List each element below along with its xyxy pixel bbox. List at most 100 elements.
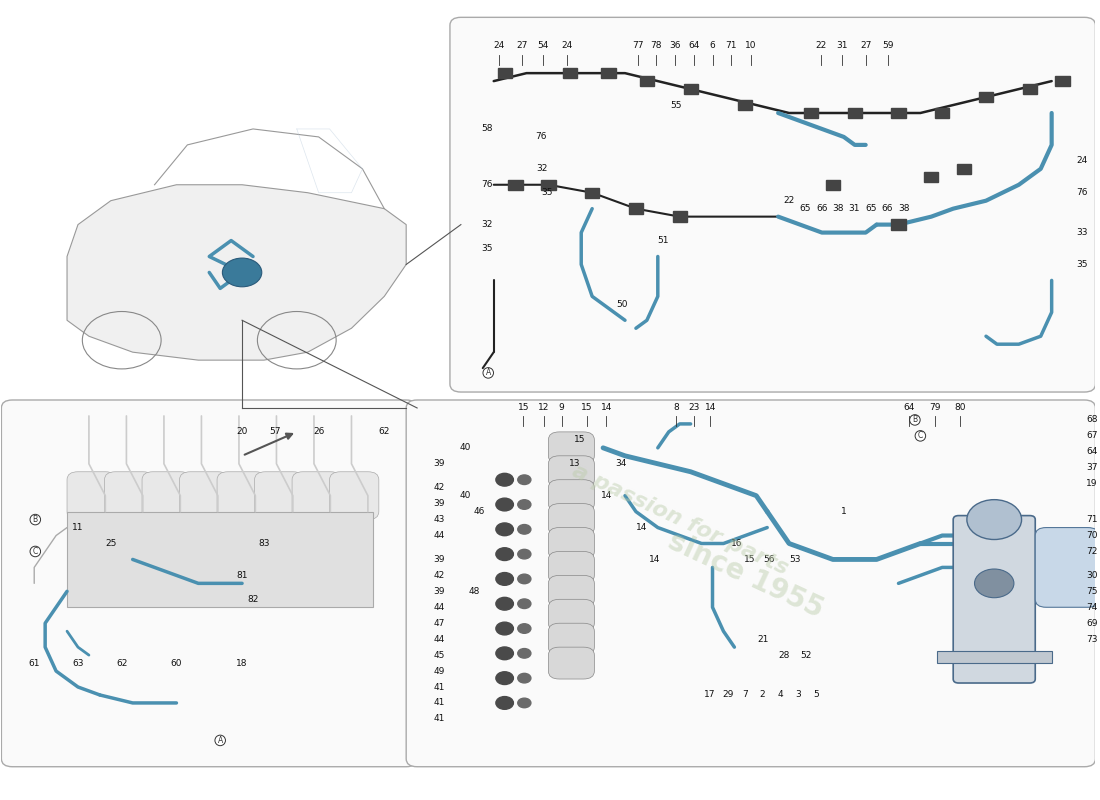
Text: 24: 24: [561, 41, 573, 50]
FancyBboxPatch shape: [450, 18, 1096, 392]
Text: 63: 63: [73, 658, 84, 667]
Text: 5: 5: [814, 690, 820, 699]
FancyBboxPatch shape: [406, 400, 1096, 766]
Bar: [924, 171, 938, 182]
Text: 24: 24: [494, 41, 505, 50]
Text: 39: 39: [433, 499, 444, 508]
Text: 19: 19: [1087, 479, 1098, 488]
Text: 35: 35: [541, 188, 553, 198]
Text: 22: 22: [783, 196, 794, 205]
Bar: [563, 68, 578, 78]
Circle shape: [518, 698, 531, 708]
Bar: [1023, 84, 1037, 94]
Bar: [891, 219, 905, 230]
Text: 11: 11: [73, 523, 84, 532]
Text: 28: 28: [778, 650, 790, 660]
Text: 52: 52: [800, 650, 811, 660]
Text: A: A: [218, 736, 223, 745]
FancyBboxPatch shape: [1, 400, 417, 766]
Circle shape: [496, 647, 514, 660]
Text: 18: 18: [236, 658, 248, 667]
Bar: [804, 108, 818, 118]
FancyBboxPatch shape: [293, 472, 341, 519]
Circle shape: [496, 498, 514, 511]
Text: 46: 46: [474, 507, 485, 516]
Text: 51: 51: [658, 236, 669, 245]
Text: 40: 40: [460, 443, 471, 452]
Text: C: C: [33, 547, 37, 556]
Text: 31: 31: [848, 204, 859, 213]
Circle shape: [518, 500, 531, 510]
Text: 34: 34: [615, 459, 626, 468]
Circle shape: [496, 672, 514, 685]
Circle shape: [518, 475, 531, 485]
Text: 37: 37: [1087, 463, 1098, 472]
Text: 38: 38: [899, 204, 910, 213]
Text: 15: 15: [574, 435, 586, 444]
Text: 79: 79: [928, 403, 940, 413]
Text: C: C: [917, 431, 923, 440]
Circle shape: [518, 649, 531, 658]
Text: 81: 81: [236, 571, 248, 580]
Text: 32: 32: [482, 220, 493, 229]
Text: 40: 40: [460, 491, 471, 500]
Text: 64: 64: [904, 403, 915, 413]
Text: 53: 53: [789, 555, 801, 564]
Circle shape: [496, 474, 514, 486]
Text: 80: 80: [954, 403, 966, 413]
Bar: [957, 164, 971, 174]
Text: 49: 49: [433, 666, 444, 675]
Text: 35: 35: [482, 244, 493, 253]
Text: 71: 71: [725, 41, 737, 50]
Bar: [672, 211, 686, 222]
FancyBboxPatch shape: [104, 472, 154, 519]
Text: 27: 27: [860, 41, 871, 50]
Text: 16: 16: [730, 539, 743, 548]
FancyBboxPatch shape: [549, 647, 594, 679]
Text: 83: 83: [258, 539, 270, 548]
FancyBboxPatch shape: [549, 551, 594, 583]
Text: 65: 65: [800, 204, 812, 213]
Text: 29: 29: [722, 690, 734, 699]
Text: 14: 14: [705, 403, 716, 413]
Bar: [683, 84, 697, 94]
Text: 69: 69: [1087, 618, 1098, 628]
Text: 54: 54: [537, 41, 549, 50]
Text: 71: 71: [1087, 515, 1098, 524]
Text: 62: 62: [116, 658, 128, 667]
Text: 8: 8: [673, 403, 680, 413]
FancyBboxPatch shape: [142, 472, 191, 519]
FancyBboxPatch shape: [549, 575, 594, 607]
Text: 76: 76: [482, 180, 493, 190]
Text: 14: 14: [601, 491, 612, 500]
Text: since 1955: since 1955: [663, 527, 827, 624]
Text: 26: 26: [314, 427, 324, 436]
Text: 55: 55: [671, 101, 682, 110]
Text: 42: 42: [433, 483, 444, 492]
Bar: [585, 187, 600, 198]
Text: 27: 27: [517, 41, 528, 50]
Text: 25: 25: [106, 539, 117, 548]
FancyBboxPatch shape: [549, 527, 594, 559]
Circle shape: [496, 548, 514, 561]
Text: 74: 74: [1087, 602, 1098, 612]
Text: 23: 23: [689, 403, 700, 413]
Text: 21: 21: [757, 634, 769, 644]
FancyBboxPatch shape: [67, 472, 117, 519]
Text: 48: 48: [469, 587, 480, 596]
Circle shape: [975, 569, 1014, 598]
Text: 15: 15: [744, 555, 756, 564]
Text: 6: 6: [710, 41, 715, 50]
Bar: [541, 179, 556, 190]
Circle shape: [518, 599, 531, 609]
Text: 50: 50: [616, 300, 627, 309]
Text: 10: 10: [745, 41, 757, 50]
Text: 42: 42: [433, 571, 444, 580]
Text: 14: 14: [636, 523, 647, 532]
Bar: [738, 100, 752, 110]
Text: 75: 75: [1087, 587, 1098, 596]
Text: 35: 35: [1077, 260, 1088, 269]
Text: 67: 67: [1087, 431, 1098, 440]
Text: 44: 44: [433, 531, 444, 540]
Text: 39: 39: [433, 459, 444, 468]
